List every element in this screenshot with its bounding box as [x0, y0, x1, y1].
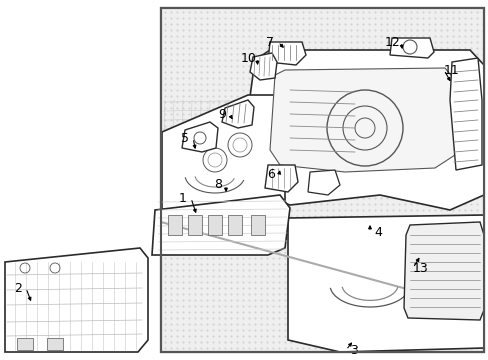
Text: 10: 10 — [241, 51, 256, 64]
Polygon shape — [222, 100, 253, 128]
Text: 1: 1 — [179, 192, 186, 204]
Polygon shape — [182, 122, 218, 152]
Text: 9: 9 — [218, 108, 225, 122]
Polygon shape — [449, 58, 481, 170]
Polygon shape — [250, 215, 264, 235]
Polygon shape — [264, 165, 297, 192]
Text: 13: 13 — [412, 261, 428, 274]
Text: 2: 2 — [14, 282, 22, 294]
Polygon shape — [5, 248, 148, 352]
Polygon shape — [267, 42, 305, 65]
Bar — [161, 8, 483, 352]
Polygon shape — [17, 338, 33, 350]
Text: 7: 7 — [265, 36, 273, 49]
Polygon shape — [152, 195, 289, 255]
Bar — [161, 8, 483, 352]
Text: 6: 6 — [266, 168, 274, 181]
Polygon shape — [269, 68, 454, 172]
Polygon shape — [207, 215, 222, 235]
Polygon shape — [249, 53, 276, 80]
Polygon shape — [168, 215, 182, 235]
Text: 5: 5 — [181, 131, 189, 144]
Polygon shape — [162, 95, 285, 218]
Polygon shape — [307, 170, 339, 195]
Polygon shape — [47, 338, 63, 350]
Polygon shape — [403, 222, 483, 320]
Polygon shape — [287, 215, 483, 352]
Text: 8: 8 — [214, 179, 222, 192]
Text: 11: 11 — [443, 63, 459, 77]
Text: 4: 4 — [373, 225, 381, 238]
Text: 12: 12 — [385, 36, 400, 49]
Polygon shape — [227, 215, 242, 235]
Bar — [161, 8, 483, 352]
Polygon shape — [187, 215, 202, 235]
Text: 3: 3 — [349, 343, 357, 356]
Polygon shape — [240, 50, 483, 210]
Polygon shape — [389, 38, 433, 58]
